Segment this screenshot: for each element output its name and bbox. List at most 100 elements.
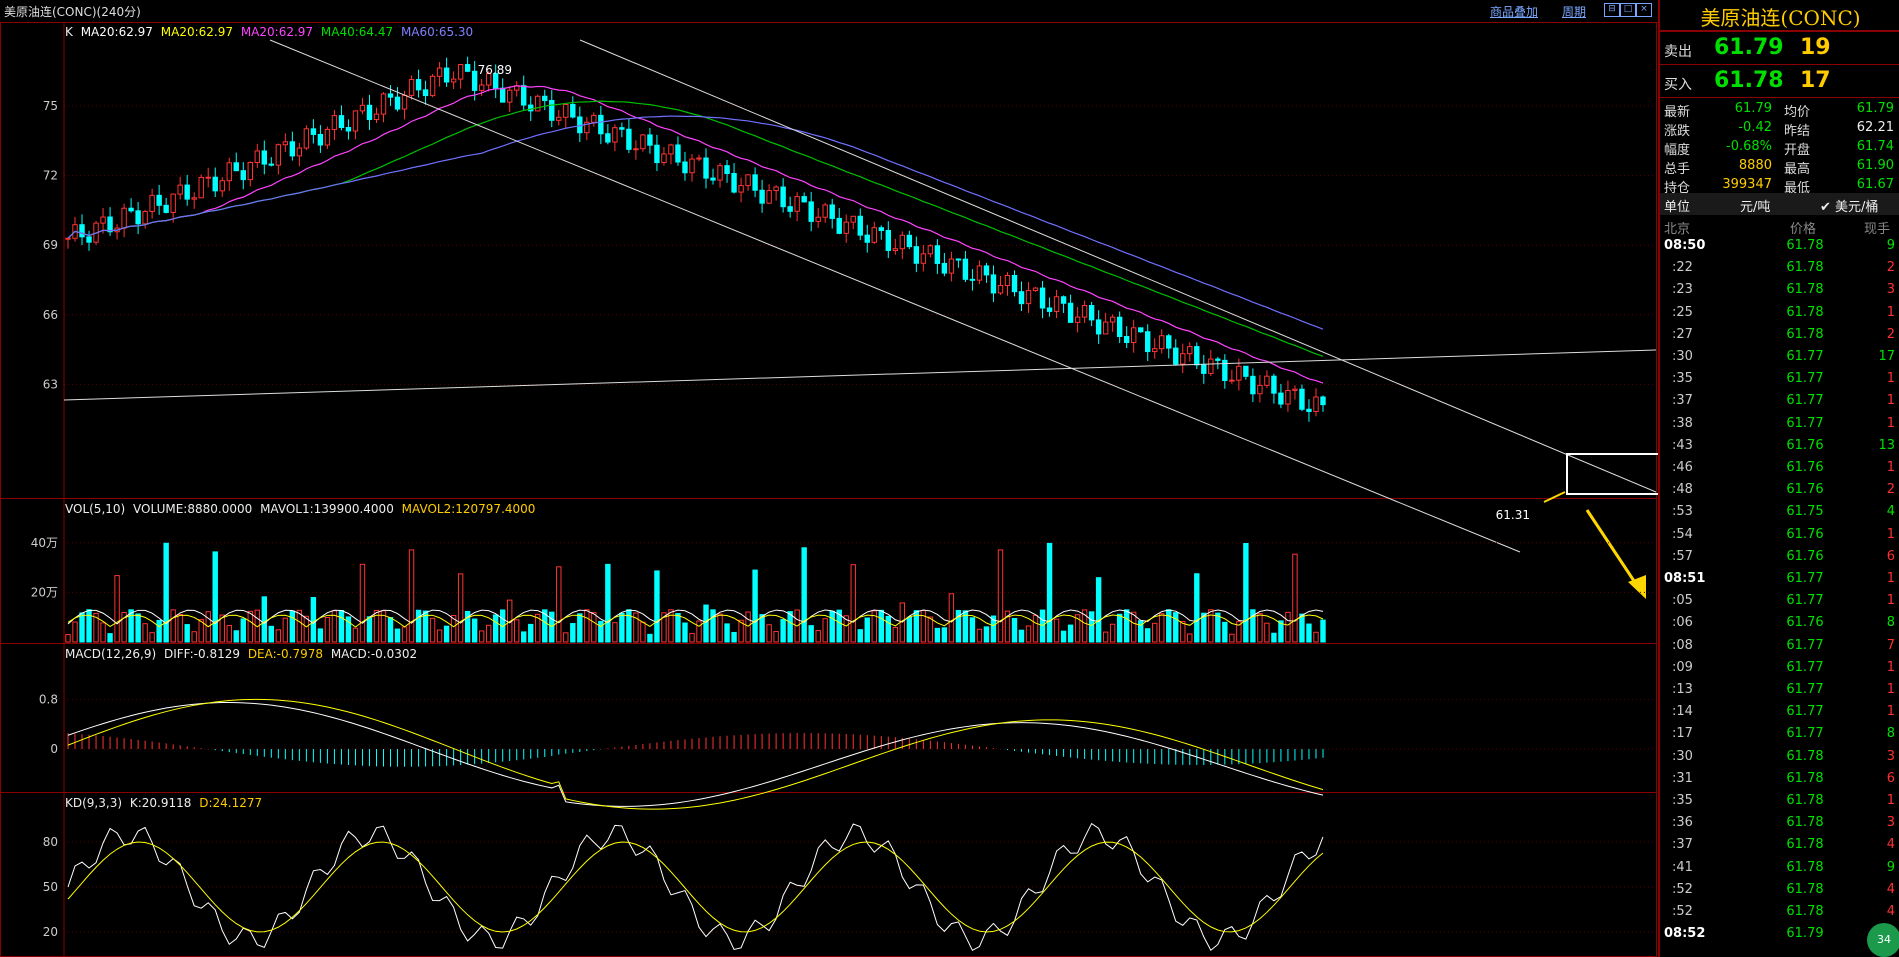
tick-row: :27 61.78 2	[1660, 327, 1899, 349]
tick-time: :13	[1672, 682, 1693, 697]
volume-bar	[450, 615, 457, 643]
unit-value[interactable]: 元/吨	[1740, 200, 1771, 215]
tick-row: :35 61.77 1	[1660, 371, 1899, 393]
maximize-icon[interactable]: □	[1620, 3, 1636, 17]
candle-body	[1243, 365, 1249, 377]
tick-volume: 1	[1886, 659, 1895, 675]
candle-body	[450, 78, 457, 83]
candle-body	[521, 85, 527, 106]
tick-row: 08:52 61.79	[1660, 926, 1899, 948]
unit-alt-toggle[interactable]: ✔ 美元/桶	[1820, 200, 1879, 215]
candle-body	[1257, 384, 1263, 395]
volume-bar	[359, 563, 366, 643]
stat-label: 幅度	[1664, 143, 1691, 158]
candle-body	[100, 216, 106, 224]
candle-body	[1046, 307, 1053, 312]
ma20-label-c: MA20:62.97	[240, 25, 314, 39]
tick-time: :14	[1672, 704, 1693, 720]
kline-legend: K MA20:62.97 MA20:62.97 MA20:62.97 MA40:…	[65, 25, 477, 39]
volume-bar	[850, 564, 856, 643]
candle-body	[1102, 321, 1109, 335]
tick-volume: 6	[1886, 548, 1895, 564]
volume-bar	[1313, 631, 1319, 643]
volume-bar	[1053, 618, 1060, 643]
candle-body	[836, 217, 842, 234]
volume-bar	[654, 570, 660, 643]
candle-body	[1004, 274, 1011, 286]
candle-body	[563, 103, 569, 118]
volume-bar	[443, 625, 450, 643]
candle-body	[65, 237, 71, 240]
tick-price: 61.77	[1786, 371, 1824, 387]
tick-row: :30 61.77 17	[1660, 349, 1899, 371]
annotation-arrow	[1585, 509, 1642, 591]
volume-bar	[1292, 553, 1298, 643]
kd-d: D:24.1277	[199, 796, 263, 810]
tick-time: :35	[1672, 793, 1693, 808]
candle-body	[738, 185, 744, 193]
tick-volume: 3	[1886, 282, 1895, 298]
close-icon[interactable]: ×	[1636, 3, 1652, 17]
volume-bar	[170, 609, 176, 643]
volume-bar	[233, 630, 239, 643]
volume-bar	[689, 632, 695, 643]
volume-bar	[990, 615, 997, 643]
candle-body	[619, 127, 625, 130]
volume-bar	[997, 549, 1004, 643]
chart-area[interactable]: K MA20:62.97 MA20:62.97 MA20:62.97 MA40:…	[0, 22, 1660, 957]
candle-body	[920, 253, 927, 264]
volume-bar	[387, 617, 394, 643]
tick-price: 61.78	[1786, 260, 1824, 276]
volume-bar	[429, 617, 436, 643]
tick-volume: 2	[1886, 260, 1895, 276]
restore-icon[interactable]: ⊟	[1604, 3, 1620, 17]
candle-body	[86, 236, 92, 243]
d-line	[67, 841, 1324, 933]
volume-bar	[121, 611, 127, 643]
instrument-name: 美原油连(CONC)	[1700, 6, 1861, 30]
stat-row: 涨跌 -0.42 昨结 62.21	[1660, 120, 1899, 139]
candle-body	[1292, 388, 1298, 391]
chart-canvas[interactable]: 75 72 69 66 63 76.89 61.31 40万 20万 0.8 0 80 50 20	[0, 22, 1658, 957]
volume-bar	[969, 617, 976, 643]
volume-bar	[1067, 624, 1074, 643]
tick-price: 61.77	[1786, 349, 1824, 364]
tick-volume: 7	[1886, 637, 1895, 653]
candle-body	[1145, 331, 1151, 353]
candle-body	[163, 204, 169, 213]
tick-time: :30	[1672, 748, 1693, 764]
volume-bar	[401, 626, 408, 643]
candle-body	[1159, 335, 1165, 350]
candle-body	[1166, 335, 1172, 349]
tick-row: :38 61.77 1	[1660, 416, 1899, 438]
candle-body	[1229, 379, 1235, 382]
overlay-button[interactable]: 商品叠加	[1490, 5, 1539, 19]
candle-body	[934, 245, 941, 264]
volume-bar	[408, 549, 415, 643]
volume-bar	[815, 630, 821, 643]
price-tick-label: 69	[43, 238, 58, 252]
tick-volume: 13	[1878, 437, 1895, 453]
candle-body	[976, 265, 983, 281]
candle-body	[857, 215, 863, 236]
volume-bar	[324, 616, 331, 643]
vol-name: VOL(5,10)	[65, 502, 126, 516]
kd-k: K:20.9118	[129, 796, 192, 810]
candle-body	[387, 93, 394, 98]
candle-body	[878, 227, 884, 231]
volume-bar	[1229, 633, 1235, 643]
tick-row: :08 61.77 7	[1660, 638, 1899, 660]
candle-body	[822, 204, 828, 218]
scroll-badge[interactable]: 34	[1867, 923, 1899, 957]
volume-bar	[352, 627, 359, 643]
candle-body	[1299, 388, 1305, 410]
candle-body	[240, 170, 246, 181]
cycle-button[interactable]: 周期	[1562, 5, 1587, 19]
volume-bar	[415, 609, 422, 643]
candle-body	[359, 104, 366, 112]
tick-time: :57	[1672, 548, 1693, 564]
candle-body	[156, 194, 162, 206]
volume-bar	[366, 616, 373, 643]
candle-body	[471, 70, 478, 91]
volume-bar	[808, 625, 814, 643]
